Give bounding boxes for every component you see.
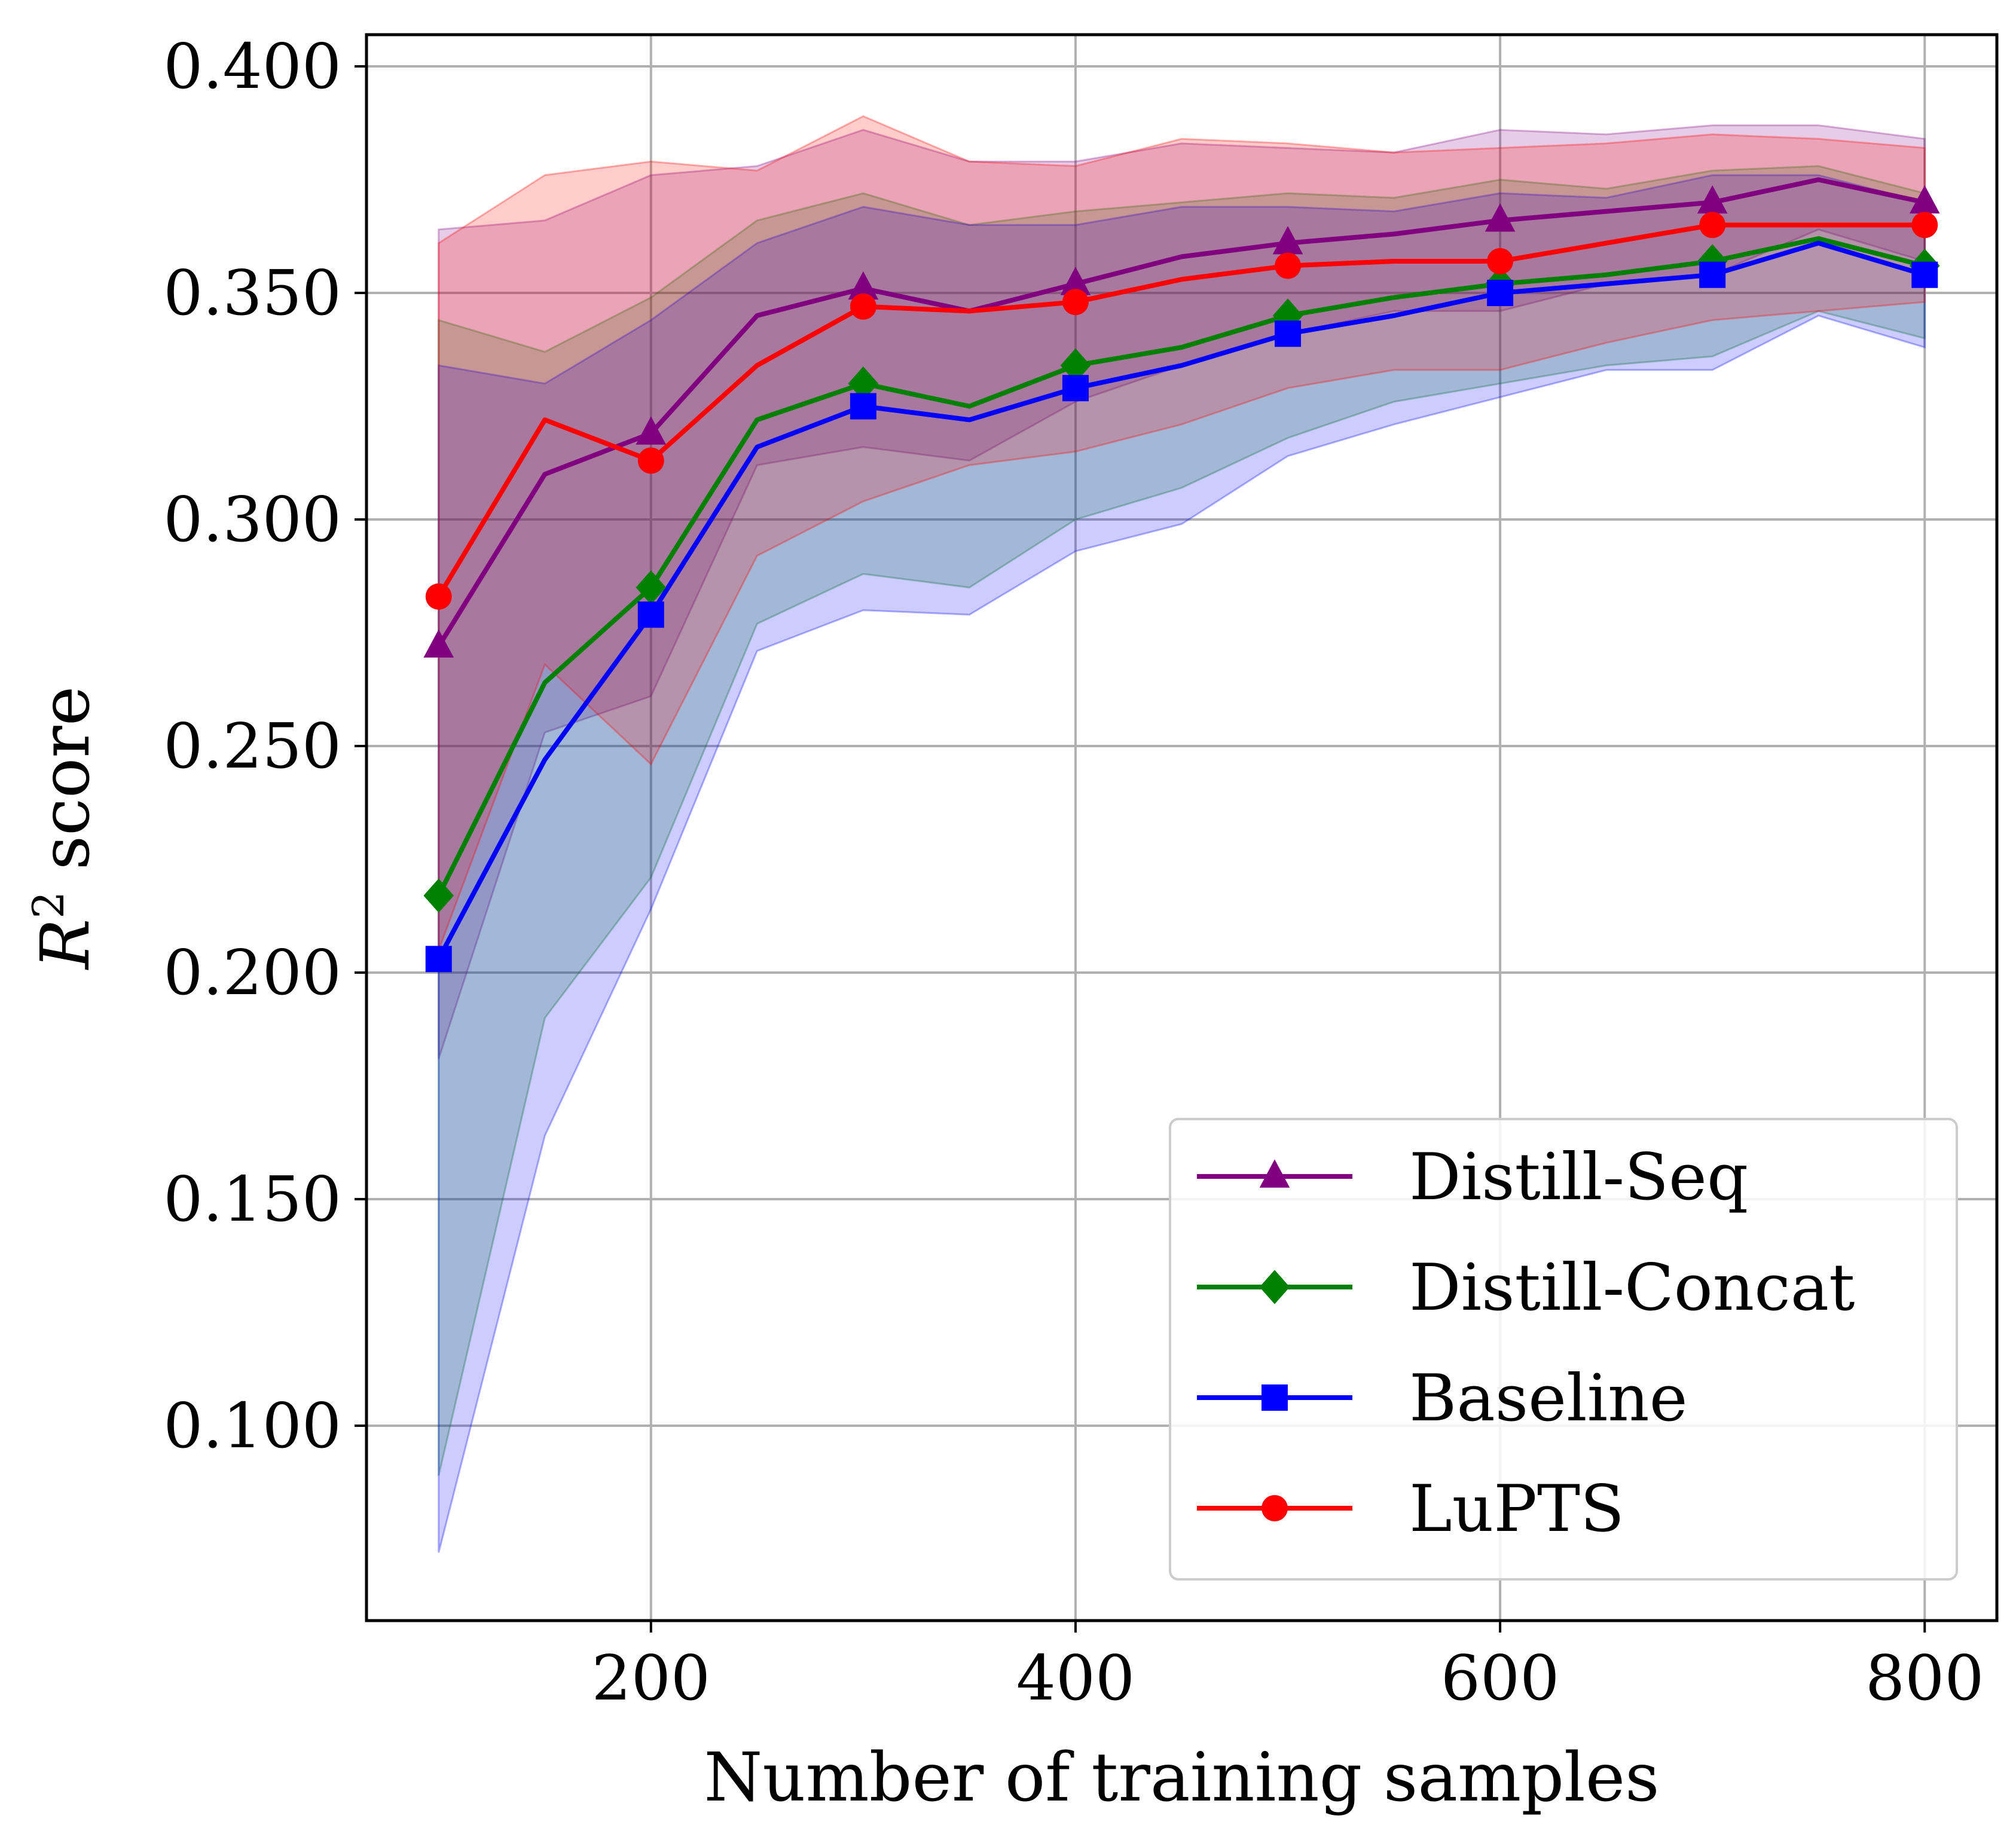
legend-marker-lupts [1261, 1495, 1288, 1521]
y-tick-label: 0.400 [163, 30, 341, 103]
marker-baseline [1911, 261, 1938, 288]
marker-distill-seq [1909, 185, 1940, 214]
marker-baseline [1699, 261, 1726, 288]
marker-distill-seq [423, 629, 454, 658]
marker-baseline [1062, 375, 1089, 402]
plot-frame [365, 33, 1999, 1622]
marker-lupts [1487, 248, 1514, 274]
x-tick-label: 600 [1441, 1642, 1560, 1714]
y-tick-label: 0.150 [163, 1163, 341, 1236]
x-tick-label: 200 [592, 1642, 711, 1714]
marker-distill-seq [1272, 226, 1303, 255]
marker-lupts [850, 293, 876, 320]
legend: Distill-Seq Distill-Concat Baseline LuPTS [1169, 1118, 1958, 1581]
marker-lupts [1911, 212, 1938, 239]
marker-lupts [637, 447, 664, 474]
marker-baseline [637, 601, 664, 628]
marker-lupts [425, 583, 452, 610]
marker-distill-concat [848, 366, 879, 401]
y-tick-label: 0.300 [163, 483, 341, 556]
x-axis-label: Number of training samples [704, 1739, 1659, 1817]
y-tick-label: 0.250 [163, 710, 341, 782]
legend-label-lupts: LuPTS [1409, 1472, 1624, 1546]
marker-distill-seq [848, 271, 879, 300]
marker-baseline [1275, 320, 1302, 347]
y-tick-label: 0.200 [163, 936, 341, 1009]
marker-baseline [1487, 280, 1514, 307]
legend-marker-baseline [1261, 1384, 1288, 1411]
marker-distill-concat [1060, 348, 1091, 383]
y-tick-label: 0.350 [163, 256, 341, 329]
marker-distill-seq [1484, 203, 1516, 232]
y-tick-label: 0.100 [163, 1389, 341, 1462]
band-distill-concat [438, 165, 1926, 1476]
y-axis-label-main: R [27, 919, 105, 970]
x-tick-label: 800 [1865, 1642, 1984, 1714]
series-markers [423, 185, 1940, 973]
axis-ticks: 200 400 600 800 0.100 0.150 0.200 0.250 0.300 0.3… [163, 30, 1984, 1714]
y-axis-label-rest: score [27, 686, 105, 891]
legend-label-distill-seq: Distill-Seq [1409, 1140, 1748, 1215]
legend-marker-distill-concat [1259, 1270, 1290, 1304]
line-baseline [436, 240, 1926, 961]
marker-lupts [1062, 289, 1089, 316]
marker-distill-seq [1697, 185, 1728, 214]
band-lupts [438, 115, 1926, 950]
x-tick-label: 400 [1016, 1642, 1135, 1714]
line-distill-seq [436, 177, 1926, 648]
marker-baseline [850, 393, 876, 420]
marker-distill-concat [423, 878, 454, 913]
series-lines [436, 177, 1926, 961]
marker-distill-concat [636, 570, 667, 605]
legend-label-baseline: Baseline [1409, 1361, 1688, 1436]
y-axis-label: R2 score [23, 686, 105, 970]
marker-baseline [425, 946, 452, 973]
legend-box [1169, 1118, 1958, 1581]
marker-distill-seq [636, 416, 667, 445]
marker-distill-seq [1060, 267, 1091, 295]
legend-marker-distill-seq [1259, 1159, 1290, 1188]
line-lupts [436, 222, 1925, 598]
line-distill-concat [436, 236, 1926, 897]
y-axis-label-sup: 2 [23, 891, 74, 919]
legend-label-distill-concat: Distill-Concat [1409, 1251, 1855, 1325]
marker-lupts [1275, 252, 1302, 279]
marker-lupts [1699, 212, 1726, 239]
band-baseline [438, 174, 1926, 1553]
